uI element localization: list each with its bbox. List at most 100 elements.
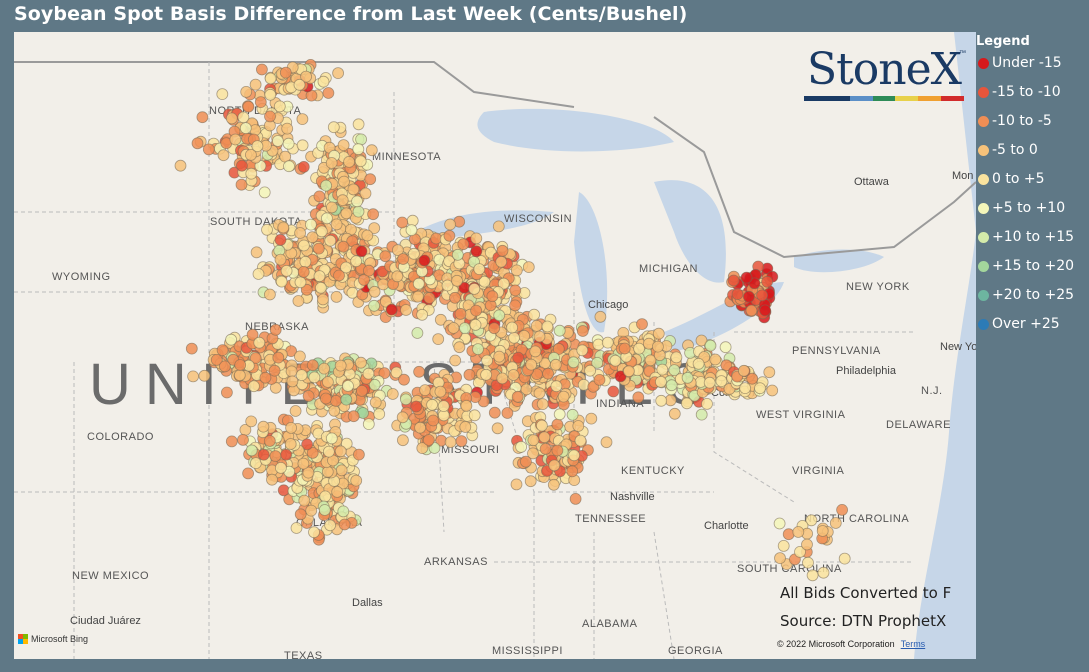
bid-dot [261, 223, 273, 236]
legend-swatch-icon [978, 319, 989, 330]
svg-text:COLORADO: COLORADO [87, 431, 154, 443]
bid-dot [297, 160, 310, 173]
bid-dot [397, 253, 410, 265]
svg-text:WISCONSIN: WISCONSIN [504, 213, 572, 225]
bid-dot [229, 133, 242, 146]
bid-dot [549, 358, 562, 371]
bid-dot [427, 414, 440, 427]
bid-dot [225, 333, 238, 346]
bid-dot [743, 290, 755, 303]
legend: Legend Under -15 -15 to -10 -10 to -5 -5 to… [976, 34, 1089, 345]
bid-dot [253, 336, 266, 349]
bid-dot [328, 404, 341, 417]
bid-dot [312, 242, 325, 255]
bid-dot [355, 384, 368, 397]
map-basemap: UNITED STATES NORTH DAKOTA MINNESOTA SOU… [14, 32, 976, 659]
svg-text:NEW MEXICO: NEW MEXICO [72, 570, 149, 582]
legend-swatch-icon [978, 290, 989, 301]
bid-dot [509, 284, 522, 297]
bid-dot [185, 342, 198, 355]
bid-dot [352, 205, 365, 218]
bid-dot [454, 307, 467, 320]
bing-logo: Microsoft Bing [18, 634, 88, 644]
bid-dot [254, 96, 267, 108]
legend-item[interactable]: Over +25 [976, 316, 1089, 345]
bid-dot [496, 372, 509, 385]
bid-dot [548, 459, 561, 472]
svg-text:MICHIGAN: MICHIGAN [639, 263, 698, 275]
lake-michigan [574, 192, 608, 333]
source-note: Source: DTN ProphetX [780, 612, 947, 630]
bid-dot [264, 72, 277, 85]
bid-dot [444, 436, 457, 449]
svg-text:N.J.: N.J. [921, 385, 943, 397]
legend-item[interactable]: 0 to +5 [976, 171, 1089, 200]
bid-dot [245, 415, 258, 428]
legend-swatch-icon [978, 261, 989, 272]
bid-dot [633, 342, 645, 355]
bid-dot [614, 370, 627, 383]
bid-dot [668, 364, 681, 377]
bid-dot [468, 409, 481, 422]
bid-dot [340, 261, 352, 274]
bid-dot [511, 390, 524, 403]
bid-dot [451, 248, 464, 261]
svg-text:Chicago: Chicago [588, 299, 628, 311]
bid-dot [469, 318, 482, 331]
bid-dot [354, 155, 367, 168]
bid-dot [488, 406, 501, 419]
bid-dot [240, 86, 253, 98]
legend-item[interactable]: -15 to -10 [976, 84, 1089, 113]
svg-text:KENTUCKY: KENTUCKY [621, 465, 685, 477]
svg-text:GEORGIA: GEORGIA [668, 645, 723, 657]
bid-dot [257, 448, 270, 461]
legend-label: -5 to 0 [992, 142, 1038, 158]
bid-dot [609, 354, 622, 367]
terms-link[interactable]: Terms [900, 639, 926, 649]
legend-swatch-icon [978, 174, 989, 185]
bid-dot [324, 234, 337, 247]
legend-item[interactable]: +10 to +15 [976, 229, 1089, 258]
bid-dot [274, 233, 287, 246]
bid-dot [493, 350, 506, 363]
bid-dot [802, 556, 814, 569]
basis-map[interactable]: UNITED STATES NORTH DAKOTA MINNESOTA SOU… [14, 32, 976, 659]
atlantic-ocean [914, 32, 976, 659]
bid-dot [441, 279, 454, 292]
legend-item[interactable]: +5 to +10 [976, 200, 1089, 229]
bid-dot [346, 286, 359, 299]
bid-dot [777, 540, 790, 552]
bid-dot [390, 366, 403, 379]
bid-dot [301, 438, 314, 451]
bid-dot [593, 373, 606, 386]
bid-dot [703, 376, 716, 389]
svg-text:WYOMING: WYOMING [52, 271, 111, 283]
bid-dot [298, 494, 311, 507]
svg-text:MINNESOTA: MINNESOTA [372, 151, 441, 163]
bid-dot [318, 504, 331, 516]
bid-dot [519, 455, 532, 468]
conversion-note: All Bids Converted to F [780, 584, 952, 602]
bid-dot [655, 375, 667, 388]
bid-dot [259, 371, 272, 384]
bid-dot [300, 283, 313, 296]
bid-dot [335, 464, 348, 477]
bid-dot [386, 388, 399, 400]
svg-text:Philadelphia: Philadelphia [836, 365, 897, 377]
bid-dot [237, 433, 249, 446]
legend-item[interactable]: +20 to +25 [976, 287, 1089, 316]
svg-text:Charlotte: Charlotte [704, 520, 749, 532]
legend-item[interactable]: Under -15 [976, 55, 1089, 84]
bid-dot [297, 265, 310, 278]
bid-dot [334, 359, 347, 372]
bid-dot [761, 275, 773, 288]
bid-dot [527, 434, 540, 447]
bid-dot [321, 465, 334, 478]
legend-item[interactable]: -10 to -5 [976, 113, 1089, 142]
legend-item[interactable]: -5 to 0 [976, 142, 1089, 171]
bid-dot [325, 201, 338, 214]
bid-dot [234, 359, 247, 371]
legend-swatch-icon [978, 87, 989, 98]
legend-item[interactable]: +15 to +20 [976, 258, 1089, 287]
legend-label: +5 to +10 [992, 200, 1066, 216]
